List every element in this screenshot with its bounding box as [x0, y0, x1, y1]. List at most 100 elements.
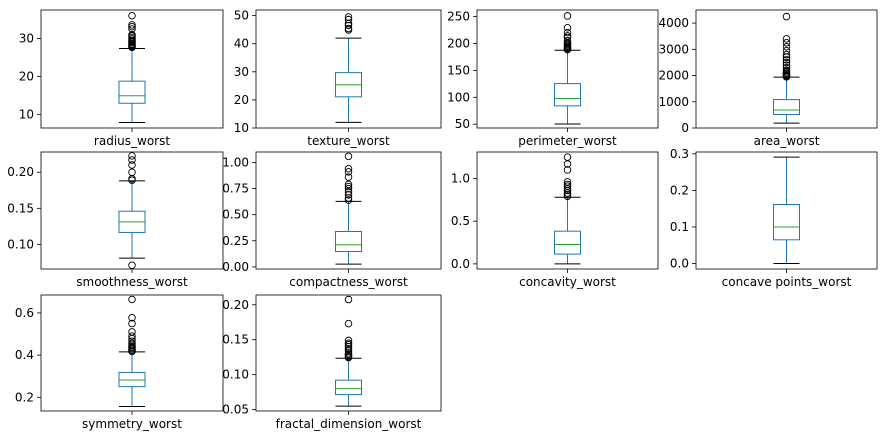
iqr-box: [773, 99, 800, 115]
y-tick-label: 100: [447, 90, 470, 104]
y-tick-label: 50: [455, 117, 470, 131]
y-tick-label: 30: [234, 65, 249, 79]
x-tick-label: texture_worst: [307, 134, 390, 148]
outlier-point: [563, 28, 572, 37]
subplot-5: 0.10 0.15 0.20 smoothness_worst: [7, 151, 224, 289]
iqr-box: [335, 230, 362, 253]
outlier-point: [782, 58, 791, 67]
y-tick-label: 0.3: [670, 147, 689, 161]
outlier-point: [782, 46, 791, 55]
outlier-point: [563, 166, 572, 174]
outlier-point: [782, 66, 791, 75]
iqr-box: [554, 83, 581, 107]
x-tick-label: compactness_worst: [289, 275, 408, 289]
outlier-point: [782, 39, 791, 47]
outlier-point: [128, 161, 136, 169]
outlier-point: [344, 24, 353, 33]
outlier-point: [344, 182, 353, 191]
outlier-point: [128, 156, 136, 164]
y-tick-label: 0.00: [222, 260, 249, 274]
subplot-2: 10 20 30 40 50 texture_worst: [234, 9, 442, 148]
y-tick-label: 0.20: [222, 298, 249, 312]
outlier-point: [782, 50, 791, 59]
x-tick-label: concavity_worst: [519, 275, 616, 289]
subplot-10: 0.05 0.10 0.15 0.20 fractal_dimension_worst: [222, 294, 442, 431]
subplot-3: 50 100 150 200 250 perimeter_worst: [447, 9, 659, 148]
y-tick-label: 0.5: [451, 214, 470, 228]
y-tick-label: 200: [447, 36, 470, 50]
outlier-point: [128, 337, 136, 345]
iqr-box: [118, 80, 146, 104]
outlier-point: [563, 178, 572, 186]
outlier-point: [344, 336, 353, 345]
y-tick-label: 0.4: [15, 348, 34, 362]
outlier-point: [344, 184, 353, 193]
outlier-point: [128, 21, 136, 29]
subplot-7: 0.0 0.5 1.0 concavity_worst: [451, 151, 659, 289]
x-tick-label: smoothness_worst: [76, 275, 188, 289]
outlier-point: [344, 173, 353, 181]
outlier-point: [344, 15, 353, 24]
outlier-point: [128, 11, 136, 20]
outlier-point: [344, 164, 353, 173]
y-tick-label: 2000: [658, 69, 689, 83]
subplot-8: 0.0 0.1 0.2 0.3 concave points_worst: [670, 147, 878, 289]
y-tick-label: 250: [447, 9, 470, 23]
y-tick-label: 0.25: [222, 234, 249, 248]
x-tick-label: symmetry_worst: [82, 417, 182, 431]
subplot-6: 0.00 0.25 0.50 0.75 1.00 compactness_worst: [222, 151, 442, 289]
y-tick-label: 0.20: [7, 165, 34, 179]
outlier-point: [128, 261, 136, 269]
outlier-point: [782, 56, 791, 64]
outlier-point: [344, 196, 353, 204]
iqr-box: [773, 204, 800, 241]
outlier-point: [128, 152, 136, 160]
outlier-point: [782, 63, 791, 72]
y-tick-label: 0.0: [670, 257, 689, 271]
y-tick-label: 1000: [658, 95, 689, 109]
y-tick-label: 0: [681, 121, 689, 135]
outlier-point: [344, 21, 353, 30]
outlier-point: [563, 153, 572, 161]
y-tick-label: 3000: [658, 42, 689, 56]
y-tick-label: 1.0: [451, 171, 470, 185]
y-tick-label: 20: [234, 93, 249, 107]
x-tick-label: radius_worst: [94, 134, 170, 148]
y-tick-label: 20: [19, 70, 34, 84]
y-tick-label: 50: [234, 9, 249, 23]
x-tick-label: perimeter_worst: [518, 134, 617, 148]
y-tick-label: 40: [234, 37, 249, 51]
outlier-point: [344, 13, 353, 21]
outlier-point: [344, 295, 353, 304]
outlier-point: [128, 319, 136, 328]
x-tick-label: area_worst: [754, 134, 820, 148]
subplot-4: 0 1000 2000 3000 4000 area_worst: [658, 9, 878, 148]
y-tick-label: 0.75: [222, 182, 249, 196]
y-tick-label: 0.10: [222, 368, 249, 382]
y-tick-label: 0.50: [222, 208, 249, 222]
x-tick-label: fractal_dimension_worst: [276, 417, 422, 431]
outlier-point: [782, 35, 791, 43]
outlier-point: [563, 36, 572, 45]
outlier-point: [128, 295, 136, 304]
outlier-point: [563, 12, 572, 20]
outlier-point: [344, 187, 353, 196]
x-tick-label: concave points_worst: [722, 275, 852, 289]
outlier-point: [782, 12, 791, 21]
outlier-point: [563, 180, 572, 189]
y-tick-label: 150: [447, 63, 470, 77]
outlier-point: [128, 22, 136, 31]
y-tick-label: 4000: [658, 16, 689, 30]
outlier-point: [344, 152, 353, 161]
outlier-point: [128, 339, 136, 348]
y-tick-label: 0.0: [451, 257, 470, 271]
outlier-point: [782, 42, 791, 51]
outlier-point: [128, 332, 136, 340]
outlier-point: [782, 61, 791, 69]
outlier-point: [128, 168, 136, 176]
y-tick-label: 1.00: [222, 155, 249, 169]
y-tick-label: 30: [19, 32, 34, 46]
outlier-point: [344, 180, 353, 189]
outlier-point: [128, 25, 136, 33]
